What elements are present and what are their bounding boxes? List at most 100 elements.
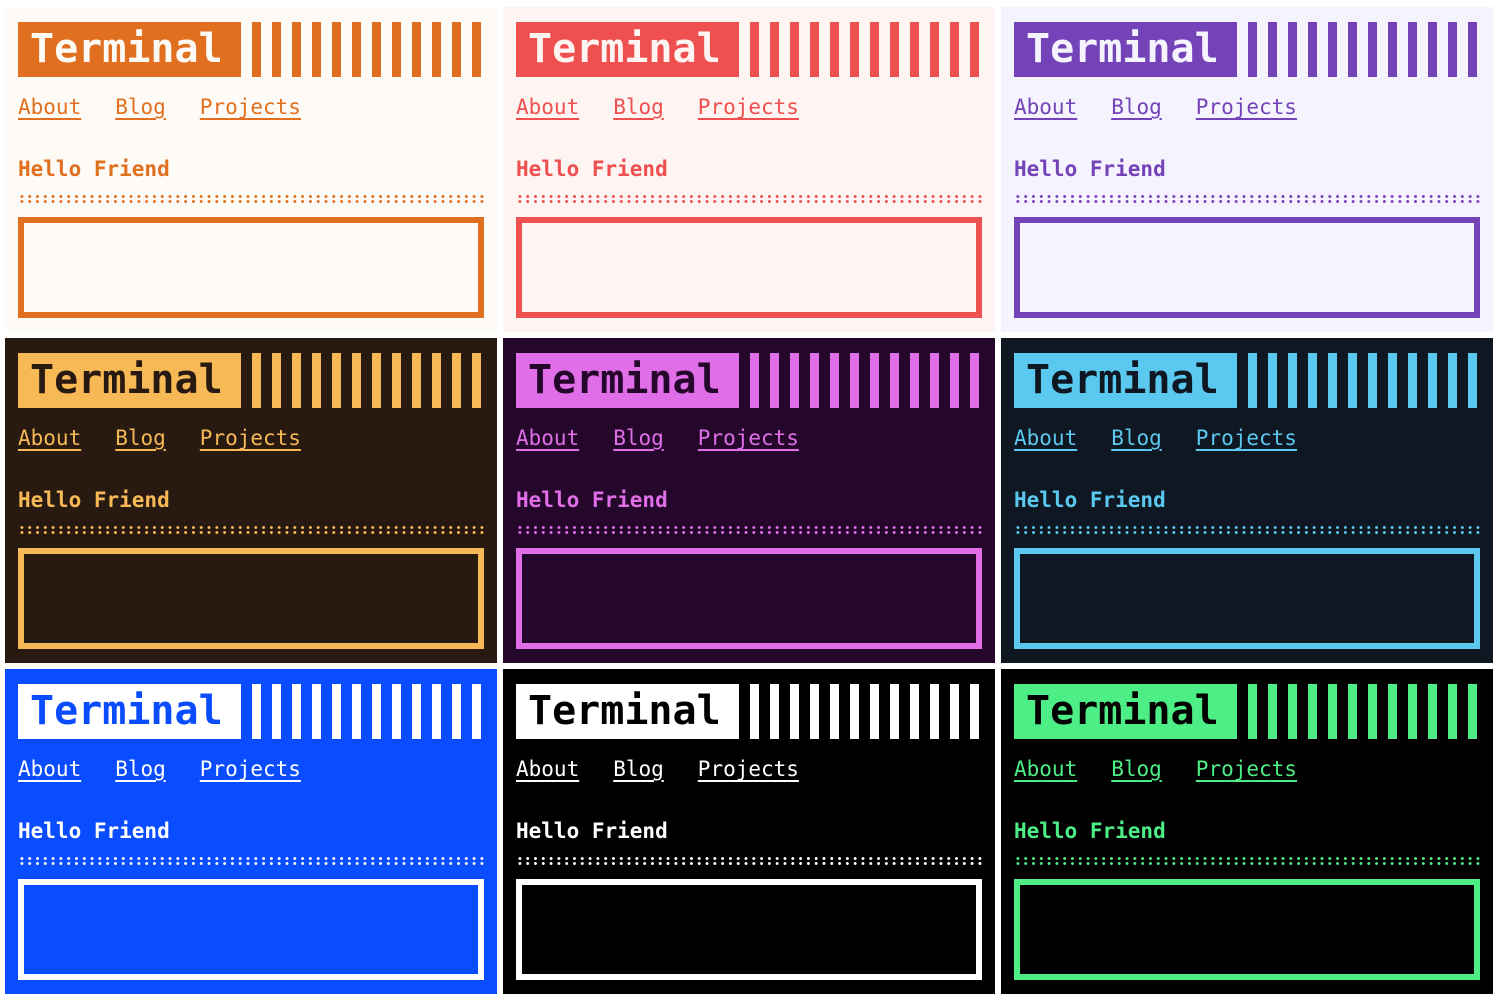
- logo-stripe: [1388, 353, 1397, 408]
- dotted-divider: [1014, 525, 1482, 535]
- logo-stripe: [930, 684, 939, 739]
- header-logo[interactable]: Terminal: [516, 353, 980, 408]
- post-title: Hello Friend: [18, 488, 170, 512]
- nav-link-about[interactable]: About: [1014, 757, 1078, 781]
- logo-stripe: [850, 684, 859, 739]
- logo-stripe: [830, 22, 839, 77]
- logo-stripe: [392, 22, 401, 77]
- nav-link-blog[interactable]: Blog: [1111, 757, 1162, 781]
- dotted-divider: [18, 194, 486, 204]
- logo-stripe: [292, 353, 301, 408]
- logo-text[interactable]: Terminal: [1014, 22, 1237, 77]
- logo-stripes: [750, 22, 979, 77]
- logo-text[interactable]: Terminal: [18, 684, 241, 739]
- logo-stripe: [810, 353, 819, 408]
- dotted-divider: [18, 856, 486, 866]
- nav-link-blog[interactable]: Blog: [613, 95, 664, 119]
- logo-stripe: [1448, 353, 1457, 408]
- logo-stripe: [930, 22, 939, 77]
- nav-link-projects[interactable]: Projects: [199, 95, 301, 119]
- logo-stripe: [1328, 684, 1337, 739]
- logo-stripes: [750, 353, 979, 408]
- nav-link-about[interactable]: About: [18, 95, 82, 119]
- nav-link-projects[interactable]: Projects: [1195, 95, 1297, 119]
- theme-preview-panel: Terminal About Blog Projects Hello Frien…: [1001, 338, 1493, 663]
- theme-preview-panel: Terminal About Blog Projects Hello Frien…: [1001, 669, 1493, 994]
- logo-stripe: [1268, 353, 1277, 408]
- logo-text[interactable]: Terminal: [516, 22, 739, 77]
- nav-link-blog[interactable]: Blog: [613, 426, 664, 450]
- logo-stripes: [252, 684, 481, 739]
- logo-stripe: [1408, 353, 1417, 408]
- nav-link-blog[interactable]: Blog: [613, 757, 664, 781]
- nav-link-blog[interactable]: Blog: [115, 426, 166, 450]
- nav-link-blog[interactable]: Blog: [1111, 95, 1162, 119]
- logo-stripe: [372, 684, 381, 739]
- post-title: Hello Friend: [516, 157, 668, 181]
- logo-stripe: [830, 684, 839, 739]
- header-logo[interactable]: Terminal: [516, 22, 980, 77]
- logo-text[interactable]: Terminal: [516, 684, 739, 739]
- logo-stripe: [332, 353, 341, 408]
- dotted-divider: [516, 194, 984, 204]
- nav-link-blog[interactable]: Blog: [115, 95, 166, 119]
- logo-stripe: [870, 684, 879, 739]
- logo-stripes: [1248, 22, 1477, 77]
- nav-link-projects[interactable]: Projects: [1195, 757, 1297, 781]
- content-box: [516, 879, 982, 980]
- logo-stripe: [1468, 684, 1477, 739]
- nav-menu: About Blog Projects: [1014, 426, 1331, 450]
- header-logo[interactable]: Terminal: [18, 684, 482, 739]
- logo-text[interactable]: Terminal: [18, 353, 241, 408]
- logo-stripe: [272, 353, 281, 408]
- nav-link-projects[interactable]: Projects: [697, 426, 799, 450]
- logo-stripe: [870, 22, 879, 77]
- logo-stripe: [332, 22, 341, 77]
- logo-stripe: [750, 22, 759, 77]
- nav-link-projects[interactable]: Projects: [199, 757, 301, 781]
- logo-stripe: [890, 22, 899, 77]
- nav-link-projects[interactable]: Projects: [1195, 426, 1297, 450]
- header-logo[interactable]: Terminal: [1014, 353, 1478, 408]
- nav-link-about[interactable]: About: [516, 426, 580, 450]
- logo-stripe: [1368, 684, 1377, 739]
- logo-text[interactable]: Terminal: [1014, 353, 1237, 408]
- header-logo[interactable]: Terminal: [1014, 684, 1478, 739]
- nav-link-projects[interactable]: Projects: [697, 95, 799, 119]
- logo-stripe: [312, 22, 321, 77]
- nav-link-about[interactable]: About: [1014, 95, 1078, 119]
- theme-preview-panel: Terminal About Blog Projects Hello Frien…: [503, 669, 995, 994]
- logo-text[interactable]: Terminal: [18, 22, 241, 77]
- dotted-divider: [1014, 194, 1482, 204]
- logo-stripe: [1388, 22, 1397, 77]
- nav-link-about[interactable]: About: [516, 95, 580, 119]
- theme-preview-panel: Terminal About Blog Projects Hello Frien…: [5, 7, 497, 332]
- nav-link-about[interactable]: About: [18, 426, 82, 450]
- logo-stripe: [352, 22, 361, 77]
- logo-stripe: [790, 353, 799, 408]
- dotted-divider: [1014, 856, 1482, 866]
- logo-stripe: [810, 22, 819, 77]
- nav-link-projects[interactable]: Projects: [697, 757, 799, 781]
- logo-stripe: [372, 22, 381, 77]
- logo-stripe: [790, 22, 799, 77]
- logo-stripe: [432, 22, 441, 77]
- logo-stripe: [1348, 684, 1357, 739]
- nav-link-about[interactable]: About: [1014, 426, 1078, 450]
- logo-stripe: [452, 353, 461, 408]
- logo-text[interactable]: Terminal: [516, 353, 739, 408]
- nav-link-projects[interactable]: Projects: [199, 426, 301, 450]
- header-logo[interactable]: Terminal: [18, 353, 482, 408]
- nav-link-blog[interactable]: Blog: [115, 757, 166, 781]
- logo-stripe: [930, 353, 939, 408]
- logo-stripe: [252, 22, 261, 77]
- logo-stripe: [1268, 22, 1277, 77]
- nav-link-about[interactable]: About: [18, 757, 82, 781]
- header-logo[interactable]: Terminal: [1014, 22, 1478, 77]
- header-logo[interactable]: Terminal: [516, 684, 980, 739]
- header-logo[interactable]: Terminal: [18, 22, 482, 77]
- logo-stripe: [312, 684, 321, 739]
- logo-text[interactable]: Terminal: [1014, 684, 1237, 739]
- nav-link-blog[interactable]: Blog: [1111, 426, 1162, 450]
- nav-link-about[interactable]: About: [516, 757, 580, 781]
